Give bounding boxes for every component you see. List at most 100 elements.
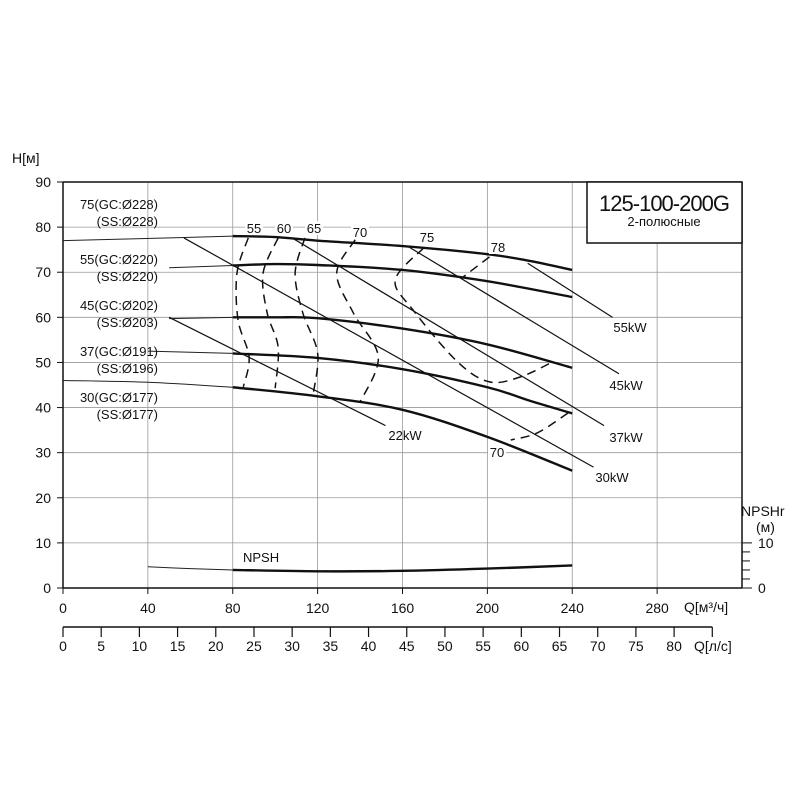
- curves: [62, 234, 620, 573]
- efficiency-curve: [235, 237, 250, 387]
- efficiency-label-bg: [245, 221, 263, 235]
- x2-tick-label: 70: [590, 638, 606, 654]
- npsh-curve: [232, 564, 573, 573]
- power-line-label: 37kW: [609, 430, 643, 445]
- x2-tick-label: 40: [361, 638, 377, 654]
- x2-tick-label: 80: [666, 638, 682, 654]
- efficiency-label-bg: [418, 230, 436, 244]
- head-curve-extension: [147, 350, 233, 354]
- head-curve-label-ss: (SS:Ø228): [97, 214, 158, 229]
- y-tick-label: 70: [35, 264, 51, 280]
- x-tick-label: 240: [561, 600, 585, 616]
- x-tick-label: 80: [225, 600, 241, 616]
- x2-tick-label: 0: [59, 638, 67, 654]
- x2-tick-label: 25: [246, 638, 262, 654]
- y-tick-label: 40: [35, 400, 51, 416]
- x2-tick-label: 20: [208, 638, 224, 654]
- y2-tick-label: 10: [758, 535, 774, 551]
- y-tick-label: 20: [35, 490, 51, 506]
- title-box-frame: [586, 181, 743, 244]
- npsh-label: NPSH: [243, 550, 279, 565]
- y-axis-label: H[м]: [12, 150, 40, 166]
- y-tick-label: 80: [35, 219, 51, 235]
- x2-tick-label: 75: [628, 638, 644, 654]
- power-line-label: 30kW: [595, 470, 629, 485]
- chart-title: 125-100-200G: [599, 191, 729, 216]
- head-curve-extension: [62, 235, 233, 242]
- y-tick-label: 60: [35, 309, 51, 325]
- efficiency-label-bg: [489, 240, 507, 254]
- head-curve-label-ss: (SS:Ø203): [97, 315, 158, 330]
- power-line-label: 22kW: [388, 428, 422, 443]
- efficiency-label-bg: [488, 445, 506, 459]
- head-curve-label: 30(GC:Ø177): [80, 390, 158, 405]
- x2-tick-label: 60: [514, 638, 530, 654]
- x2-tick-label: 55: [475, 638, 491, 654]
- head-curve-extension: [169, 264, 233, 269]
- efficiency-label-bg: [305, 221, 323, 235]
- x2-tick-label: 50: [437, 638, 453, 654]
- head-curve: [232, 234, 573, 272]
- x-tick-label: 0: [59, 600, 67, 616]
- x-tick-label: 200: [476, 600, 500, 616]
- power-line: [527, 262, 613, 318]
- efficiency-label: 75: [420, 230, 434, 245]
- head-curve: [232, 352, 573, 415]
- head-curve-label-ss: (SS:Ø196): [97, 361, 158, 376]
- grid: [63, 182, 742, 588]
- efficiency-label: 60: [277, 221, 291, 236]
- head-curve-label: 37(GC:Ø191): [80, 344, 158, 359]
- x2-tick-label: 5: [97, 638, 105, 654]
- title-box: 125-100-200G 2-полюсные: [586, 181, 743, 244]
- x2-tick-label: 30: [284, 638, 300, 654]
- efficiency-curve: [462, 256, 490, 278]
- efficiency-label-bg: [275, 221, 293, 235]
- efficiency-curve: [510, 412, 569, 441]
- head-curve-label: 55(GC:Ø220): [80, 252, 158, 267]
- x2-tick-label: 15: [170, 638, 186, 654]
- x-tick-label: 280: [645, 600, 669, 616]
- y2-tick-label: 0: [758, 580, 766, 596]
- head-curve: [232, 386, 573, 472]
- x2-tick-label: 10: [132, 638, 148, 654]
- head-curve: [232, 262, 573, 299]
- power-line: [183, 237, 594, 468]
- y-tick-label: 0: [43, 580, 51, 596]
- efficiency-label: 55: [247, 221, 261, 236]
- x2-tick-label: 45: [399, 638, 415, 654]
- x2-axis-label: Q[л/с]: [694, 638, 732, 654]
- power-line: [408, 246, 620, 375]
- x2-tick-label: 65: [552, 638, 568, 654]
- efficiency-curve: [394, 247, 553, 384]
- efficiency-curve: [335, 239, 380, 403]
- efficiency-label: 78: [491, 240, 505, 255]
- power-line-label: 45kW: [609, 378, 643, 393]
- head-curve-label-ss: (SS:Ø177): [97, 407, 158, 422]
- power-line: [291, 237, 605, 427]
- efficiency-label: 65: [307, 221, 321, 236]
- x-tick-label: 40: [140, 600, 156, 616]
- efficiency-label: 70: [490, 445, 504, 460]
- y2-axis-label: NPSHr: [741, 503, 785, 519]
- head-curve-label: 75(GC:Ø228): [80, 197, 158, 212]
- efficiency-label-bg: [351, 225, 369, 239]
- labels: 75(GC:Ø228) (SS:Ø228) 55(GC:Ø220) (SS:Ø220)…: [80, 197, 647, 565]
- x-tick-label: 120: [306, 600, 330, 616]
- head-curve-label-ss: (SS:Ø220): [97, 269, 158, 284]
- efficiency-curve: [261, 237, 280, 389]
- y-tick-label: 10: [35, 535, 51, 551]
- y-tick-label: 50: [35, 354, 51, 370]
- y2-axis-unit: (м): [756, 519, 775, 535]
- head-curve: [232, 315, 573, 370]
- chart-subtitle: 2-полюсные: [627, 214, 700, 229]
- x2-tick-label: 35: [323, 638, 339, 654]
- x-axis-label: Q[м³/ч]: [684, 599, 728, 615]
- x-tick-label: 160: [391, 600, 415, 616]
- head-curve-extension: [62, 379, 233, 388]
- power-line-label: 55kW: [613, 320, 647, 335]
- npsh-curve-extension: [147, 566, 233, 571]
- efficiency-curve: [294, 237, 319, 394]
- y-tick-label: 30: [35, 445, 51, 461]
